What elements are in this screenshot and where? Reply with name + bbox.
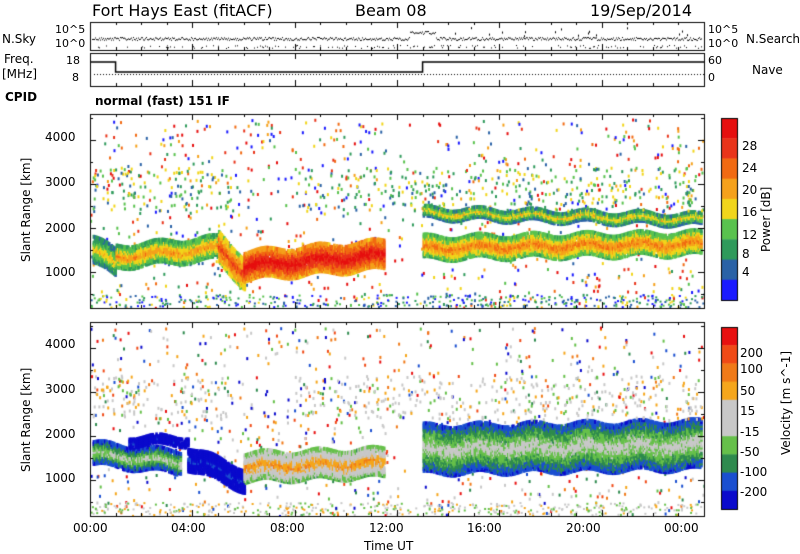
nave-tick-low: 0 (708, 71, 715, 84)
station-title: Fort Hays East (fitACF) (92, 1, 273, 20)
power-ytick: 2000 (45, 221, 76, 235)
velocity-cbar-tick: -15 (740, 425, 760, 439)
power-ytick: 4000 (45, 130, 76, 144)
nsky-label: N.Sky (2, 32, 37, 46)
velocity-cbar-tick: -50 (740, 445, 760, 459)
nsky-tick-high: 10^5 (55, 23, 86, 36)
power-cbar-label: Power [dB] (759, 186, 773, 252)
xtick: 08:00 (270, 521, 305, 535)
cpid-label: CPID (5, 90, 38, 104)
nsearch-label: N.Search (746, 32, 800, 46)
velocity-ytick: 3000 (45, 382, 76, 396)
xtick: 16:00 (467, 521, 502, 535)
date-title: 19/Sep/2014 (590, 1, 693, 20)
nave-label: Nave (752, 63, 783, 77)
velocity-cbar-tick: 100 (740, 362, 763, 376)
power-cbar-tick: 8 (742, 247, 750, 261)
velocity-cbar-label: Velocity [m s^-1] (779, 350, 793, 455)
velocity-ytick: 4000 (45, 337, 76, 351)
power-cbar-tick: 12 (742, 228, 758, 242)
power-cbar-tick: 20 (742, 183, 758, 197)
cpid-text: normal (fast) 151 IF (95, 94, 230, 108)
nsearch-tick-low: 10^0 (708, 37, 739, 50)
xtick: 12:00 (369, 521, 404, 535)
velocity-ytick: 2000 (45, 427, 76, 441)
power-cbar-tick: 16 (742, 205, 758, 219)
power-ytick: 3000 (45, 175, 76, 189)
beam-title: Beam 08 (355, 1, 427, 20)
nave-tick-high: 60 (708, 54, 722, 67)
velocity-ylabel: Slant Range [km] (19, 367, 33, 472)
xtick: 00:00 (664, 521, 699, 535)
velocity-cbar-tick: 50 (740, 384, 756, 398)
xtick: 00:00 (73, 521, 108, 535)
nsky-tick-low: 10^0 (55, 37, 86, 50)
power-cbar-tick: 4 (742, 265, 750, 279)
power-cbar-tick: 24 (742, 161, 758, 175)
power-ytick: 1000 (45, 265, 76, 279)
freq-unit-label: [MHz] (2, 67, 38, 81)
freq-label: Freq. (4, 52, 34, 66)
velocity-cbar-tick: 200 (740, 346, 763, 360)
velocity-cbar-tick: -200 (740, 485, 768, 499)
power-ylabel: Slant Range [km] (19, 157, 33, 262)
xtick: 20:00 (566, 521, 601, 535)
velocity-ytick: 1000 (45, 471, 76, 485)
nsearch-tick-high: 10^5 (708, 23, 739, 36)
freq-tick-low: 8 (72, 71, 79, 84)
freq-tick-high: 18 (66, 54, 80, 67)
power-cbar-tick: 28 (742, 139, 758, 153)
xtick: 04:00 (171, 521, 206, 535)
velocity-cbar-tick: -100 (740, 465, 768, 479)
velocity-cbar-tick: 15 (740, 404, 756, 418)
xlabel: Time UT (364, 539, 414, 553)
